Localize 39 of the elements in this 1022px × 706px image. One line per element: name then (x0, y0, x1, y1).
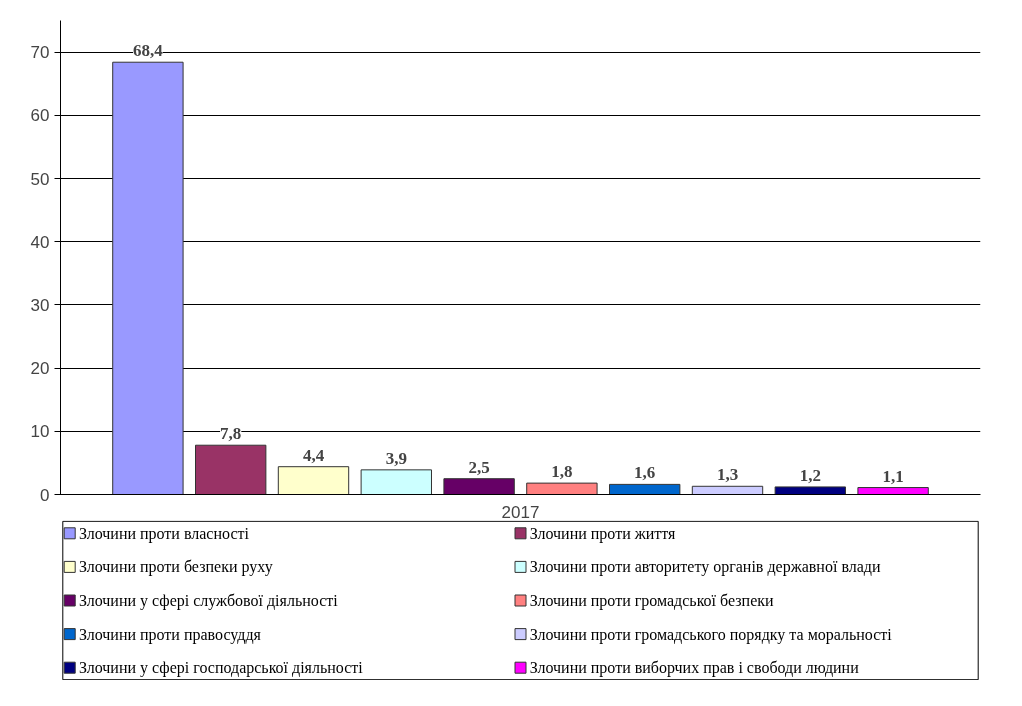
bar (609, 483, 681, 495)
bar (857, 487, 929, 495)
legend-label: Злочини проти виборчих прав і свободи людини (529, 659, 860, 678)
y-tick-label: 40 (30, 232, 50, 252)
y-tick-label: 30 (30, 295, 50, 315)
y-tick-label: 70 (30, 43, 50, 63)
data-label: 2,5 (468, 457, 490, 477)
data-label: 1,2 (799, 465, 821, 485)
legend-label: Злочини проти громадського порядку та моральності (529, 625, 893, 644)
legend-label: Злочини проти безпеки руху (78, 558, 273, 577)
y-tick-label: 0 (40, 485, 50, 505)
y-tick-label: 50 (30, 169, 50, 189)
y-tick-label: 10 (30, 422, 50, 442)
bar (526, 482, 598, 495)
data-label: 7,8 (220, 424, 242, 444)
bar (195, 444, 267, 495)
data-label: 3,9 (385, 448, 407, 468)
legend-label: Злочини у сфері службової діяльності (78, 592, 339, 610)
bar (360, 469, 432, 495)
bar (691, 485, 764, 495)
bar (112, 61, 184, 495)
legend-label: Злочини проти життя (529, 524, 677, 543)
legend-label: Злочини проти правосуддя (78, 625, 262, 644)
y-tick-label: 60 (30, 106, 50, 126)
data-label: 1,3 (716, 465, 739, 485)
bar (443, 478, 515, 495)
bar (774, 486, 846, 495)
x-tick-label: 2017 (501, 502, 540, 522)
y-tick-label: 20 (30, 359, 50, 379)
bar (277, 466, 350, 495)
legend-label: Злочини проти власності (78, 524, 250, 543)
data-label: 1,6 (634, 463, 656, 483)
legend-label: Злочини проти авторитету органів державної влади (529, 558, 881, 577)
legend-label: Злочини у сфері господарської діяльності (78, 659, 364, 678)
data-label: 68,4 (133, 41, 164, 61)
data-label: 4,4 (302, 445, 325, 465)
legend-label: Злочини проти громадської безпеки (529, 592, 775, 610)
data-label: 1,1 (882, 466, 904, 486)
data-label: 1,8 (551, 462, 573, 482)
